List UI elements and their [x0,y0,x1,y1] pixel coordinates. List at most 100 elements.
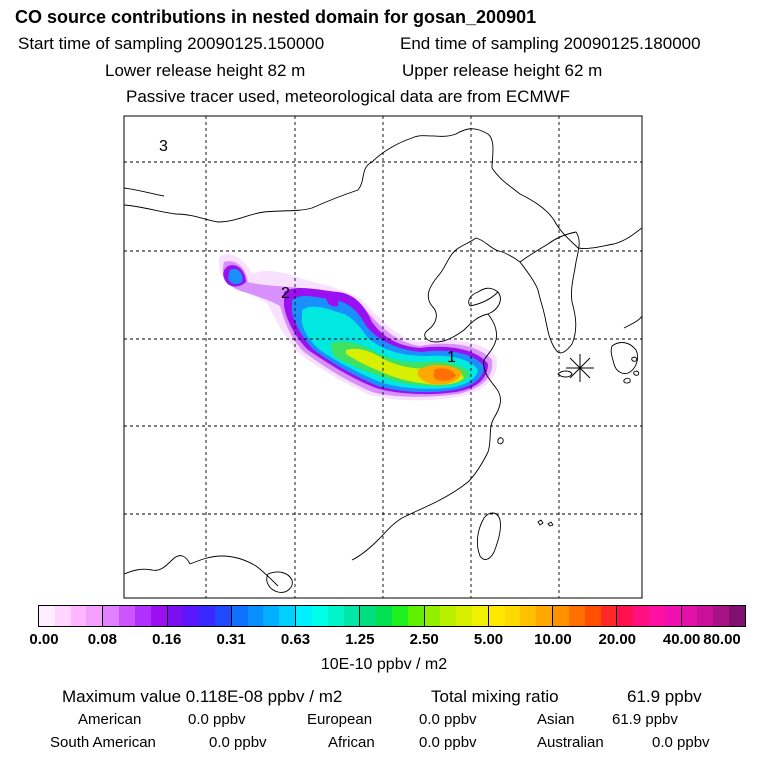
hainan [266,571,293,593]
colorbar-segment [360,606,425,626]
colorbar-swatch [520,606,537,626]
colorbar-tick-label: 0.31 [216,631,246,648]
coastlines [124,128,642,593]
colorbar-swatch [488,606,505,626]
colorbar-swatch [472,606,488,626]
colorbar-swatch [70,606,87,626]
total-mixing-value: 61.9 ppbv [627,687,702,706]
island-3 [631,356,638,362]
colorbar-swatch [134,606,151,626]
colorbar-swatch [713,606,730,626]
colorbar-swatch [167,606,184,626]
colorbar-tick-label: 0.16 [152,631,182,648]
colorbar-swatch [456,606,473,626]
manchuria-border [491,167,579,249]
plume-gap [326,295,339,307]
colorbar-swatch [633,606,650,626]
island-4 [537,519,554,527]
colorbar-swatch [199,606,215,626]
colorbar-swatch [247,606,264,626]
plume [218,254,497,401]
colorbar-swatch [664,606,681,626]
colorbar-swatch [407,606,424,626]
colorbar-swatch [391,606,408,626]
colorbar-tick-label: 40.00 [662,631,701,648]
max-value-label: Maximum value 0.118E-08 ppbv / m2 [62,687,343,706]
region-name: Australian [537,734,604,751]
russia-coast [577,227,642,249]
south-border [124,555,191,575]
colorbar-tick-label: 0.00 [29,631,59,648]
region-value: 0.0 ppbv [419,711,477,728]
colorbar-swatch [86,606,103,626]
colorbar-segment [231,606,297,626]
region-value: 0.0 ppbv [188,711,246,728]
release-marker-3: 3 [159,138,168,155]
colorbar-swatch [311,606,328,626]
colorbar-swatch [263,606,280,626]
grid-lines [124,116,642,598]
japan-kyushu [610,342,639,375]
colorbar-swatch [424,606,441,626]
total-mixing-label: Total mixing ratio [431,687,559,706]
colorbar-segment [553,606,618,626]
colorbar-segment [617,606,682,626]
colorbar-swatch [183,606,200,626]
region-value: 61.9 ppbv [612,711,678,728]
island-1 [623,377,631,384]
south-coast [189,555,279,587]
colorbar-tick-label: 80.00 [703,631,741,648]
colorbar-segment [296,606,361,626]
lower-release-label: Lower release height 82 m [105,61,306,80]
island-5 [497,437,504,445]
colorbar-swatch [39,606,55,626]
region-value: 0.0 ppbv [652,734,710,751]
colorbar-tick-label: 5.00 [473,631,504,648]
upper-release-label: Upper release height 62 m [402,61,603,80]
island-2 [633,370,640,376]
colorbar-segment [424,606,489,626]
release-marker-1: 1 [447,349,456,366]
north-border-west [124,187,165,197]
northern-border [124,128,494,223]
colorbar-swatch [649,606,665,626]
colorbar-swatch [568,606,585,626]
colorbar-segment [103,606,168,626]
colorbar-swatch [54,606,71,626]
colorbar-tick-label: 10.00 [534,631,572,648]
colorbar [38,605,746,627]
chart-title: CO source contributions in nested domain… [15,7,537,27]
jeju-island [557,370,573,378]
colorbar-swatch [343,606,360,626]
taiwan [476,512,501,560]
korea-peninsula [519,231,580,354]
colorbar-swatch [681,606,698,626]
colorbar-swatch [600,606,617,626]
region-value: 0.0 ppbv [209,734,267,751]
region-value: 0.0 ppbv [419,734,477,751]
tracer-note: Passive tracer used, meteorological data… [126,87,571,106]
region-name: Asian [537,711,575,728]
shandong-coast [469,291,499,361]
receptor-star-icon [566,354,594,382]
colorbar-swatch [697,606,714,626]
colorbar-swatch [584,606,601,626]
region-name: European [307,711,373,728]
start-time-label: Start time of sampling 20090125.150000 [18,34,325,53]
colorbar-segment [167,606,232,626]
korea-china-border [424,237,521,343]
colorbar-tick-label: 2.50 [409,631,439,648]
release-marker-2: 2 [281,285,290,302]
colorbar-swatch [103,606,120,626]
colorbar-swatch [150,606,167,626]
japan-honshu-edge [623,315,642,329]
region-name: African [328,734,375,751]
colorbar-swatch [504,606,521,626]
colorbar-swatch [119,606,135,626]
colorbar-tick-label: 0.63 [280,631,311,648]
east-china-coast [351,359,501,561]
colorbar-tick-label: 0.08 [87,631,117,648]
colorbar-segment [681,606,745,626]
plume-layer-hotspot [434,368,456,381]
